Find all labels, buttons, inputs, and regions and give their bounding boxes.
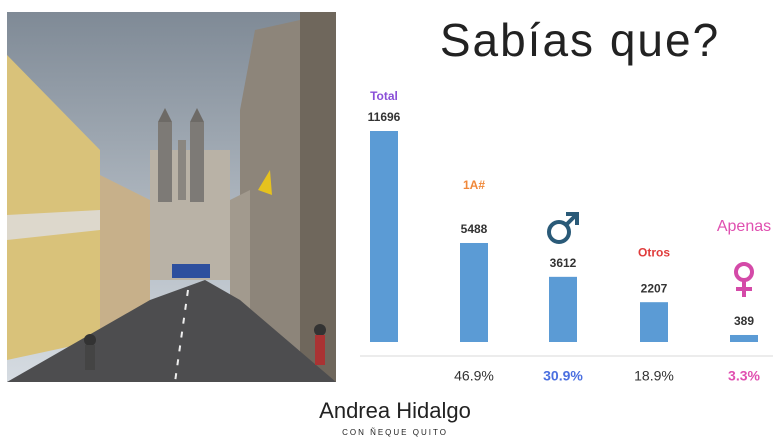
share-label: 18.9% bbox=[634, 368, 674, 384]
value-label: 3612 bbox=[550, 256, 577, 270]
street-photo bbox=[7, 12, 336, 382]
male-icon bbox=[549, 214, 577, 242]
bar bbox=[460, 243, 488, 342]
bar bbox=[730, 335, 758, 342]
bar bbox=[370, 131, 398, 342]
bar bbox=[549, 277, 577, 342]
value-label: 389 bbox=[734, 314, 754, 328]
page: {"chart_data": {"type": "bar", "title": … bbox=[0, 0, 773, 438]
female-icon bbox=[736, 264, 752, 297]
value-label: 2207 bbox=[641, 281, 668, 295]
value-label: 11696 bbox=[368, 110, 401, 124]
share-label: 30.9% bbox=[543, 368, 583, 384]
author-tagline: CON ÑEQUE QUITO bbox=[342, 428, 448, 437]
value-label: 5488 bbox=[461, 222, 488, 236]
share-label: 46.9% bbox=[454, 368, 494, 384]
chart-title: Sabías que? bbox=[440, 14, 720, 66]
author-name: Andrea Hidalgo bbox=[319, 398, 471, 423]
category-label: Otros bbox=[638, 245, 670, 259]
bar bbox=[640, 302, 668, 342]
share-label: 3.3% bbox=[728, 368, 760, 384]
infographic: Sabías que? Andrea Hidalgo CON ÑEQUE QUI… bbox=[0, 0, 773, 438]
category-label: 1A# bbox=[463, 178, 485, 192]
category-label: Apenas bbox=[717, 218, 771, 235]
category-label: Total bbox=[370, 89, 398, 103]
